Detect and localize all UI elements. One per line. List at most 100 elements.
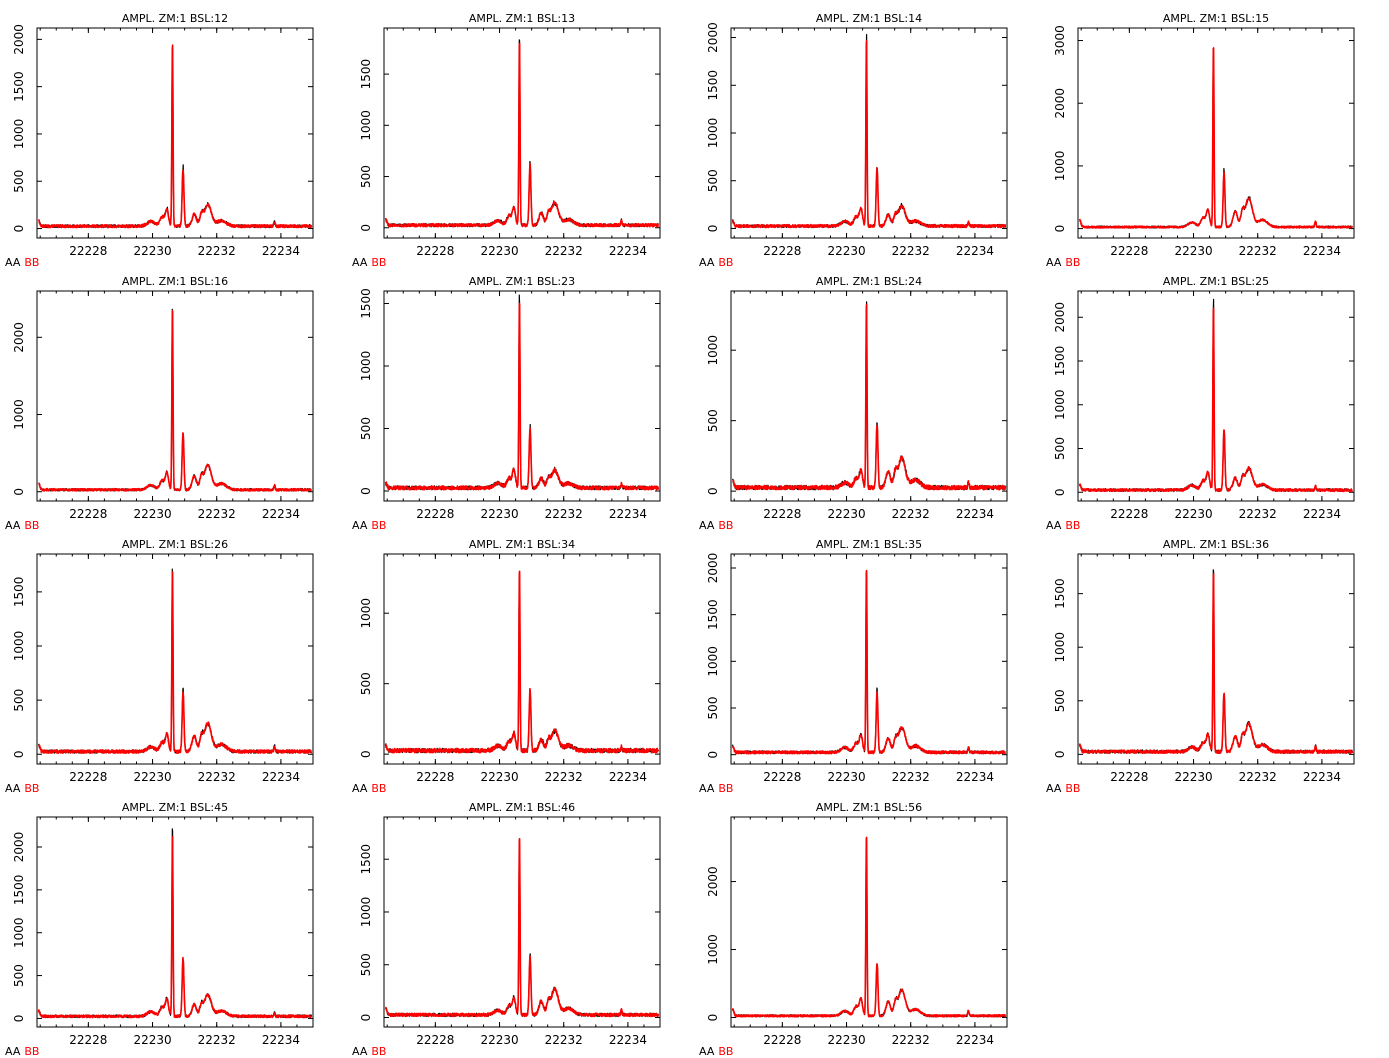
y-tick-label: 2000 xyxy=(12,832,26,863)
legend-item-aa: AA xyxy=(352,519,368,532)
legend-item-bb: BB xyxy=(371,1045,386,1058)
y-tick-label: 1500 xyxy=(12,577,26,608)
y-tick-label: 0 xyxy=(12,1015,26,1023)
plot-frame xyxy=(730,553,1008,765)
series-line-aa xyxy=(732,33,1006,229)
series-line-aa xyxy=(732,301,1006,491)
x-tick-label: 22232 xyxy=(198,507,236,521)
legend: AA BB xyxy=(5,1045,39,1058)
spectrum-panel: AMPL. ZM:1 BSL:16 22228 22230 22232 22234 0 10… xyxy=(0,263,347,532)
x-tick-label: 22230 xyxy=(480,770,518,784)
y-tick-label: 0 xyxy=(359,224,373,232)
x-tick-label: 22232 xyxy=(892,244,930,258)
y-tick-label: 0 xyxy=(1053,225,1067,233)
x-tick-label: 22234 xyxy=(1303,770,1341,784)
x-tick-label: 22232 xyxy=(892,770,930,784)
spectrum-panel: AMPL. ZM:1 BSL:26 22228 22230 22232 22234 0 50… xyxy=(0,526,347,795)
chart-title: AMPL. ZM:1 BSL:25 xyxy=(1163,275,1269,288)
legend-item-aa: AA xyxy=(699,256,715,269)
x-tick-label: 22234 xyxy=(609,770,647,784)
plot-frame xyxy=(383,553,661,765)
legend-item-aa: AA xyxy=(699,782,715,795)
plot-frame xyxy=(1077,27,1355,239)
x-tick-label: 22228 xyxy=(763,1033,801,1047)
series-line-aa xyxy=(385,844,659,1018)
chart-title: AMPL. ZM:1 BSL:12 xyxy=(122,12,228,25)
y-tick-label: 0 xyxy=(359,1014,373,1022)
series-line-aa xyxy=(1079,50,1353,229)
y-tick-label: 1500 xyxy=(1053,578,1067,609)
spectrum-panel: AMPL. ZM:1 BSL:46 22228 22230 22232 22234 0 50… xyxy=(347,789,694,1058)
chart-title: AMPL. ZM:1 BSL:56 xyxy=(816,801,922,814)
x-tick-label: 22232 xyxy=(545,770,583,784)
legend-item-aa: AA xyxy=(699,519,715,532)
y-tick-label: 0 xyxy=(706,1014,720,1022)
y-tick-label: 0 xyxy=(12,225,26,233)
spectrum-chart: AMPL. ZM:1 BSL:26 22228 22230 22232 22234 0 50… xyxy=(5,538,314,795)
y-tick-label: 500 xyxy=(359,165,373,188)
x-tick-label: 22234 xyxy=(262,244,300,258)
legend-item-aa: AA xyxy=(352,1045,368,1058)
legend-item-aa: AA xyxy=(352,256,368,269)
spectrum-panel: AMPL. ZM:1 BSL:23 22228 22230 22232 22234 0 50… xyxy=(347,263,694,532)
plot-frame xyxy=(36,553,314,765)
y-tick-label: 2000 xyxy=(706,866,720,897)
spectrum-panel: AMPL. ZM:1 BSL:24 22228 22230 22232 22234 0 50… xyxy=(694,263,1041,532)
x-tick-label: 22228 xyxy=(416,770,454,784)
y-tick-label: 500 xyxy=(706,697,720,720)
legend-item-bb: BB xyxy=(24,256,39,269)
chart-title: AMPL. ZM:1 BSL:15 xyxy=(1163,12,1269,25)
y-tick-label: 1000 xyxy=(359,351,373,382)
y-tick-label: 1000 xyxy=(359,598,373,629)
series-line-bb xyxy=(37,571,313,754)
x-tick-label: 22232 xyxy=(545,244,583,258)
spectrum-chart: AMPL. ZM:1 BSL:34 22228 22230 22232 22234 0 50… xyxy=(352,538,661,795)
spectrum-chart: AMPL. ZM:1 BSL:23 22228 22230 22232 22234 0 50… xyxy=(352,275,661,532)
x-tick-label: 22234 xyxy=(262,770,300,784)
series-line-aa xyxy=(385,294,659,491)
x-tick-label: 22232 xyxy=(545,507,583,521)
spectrum-chart: AMPL. ZM:1 BSL:35 22228 22230 22232 22234 0 50… xyxy=(699,538,1008,795)
chart-title: AMPL. ZM:1 BSL:35 xyxy=(816,538,922,551)
x-tick-label: 22230 xyxy=(133,770,171,784)
spectrum-panel: AMPL. ZM:1 BSL:56 22228 22230 22232 22234 0 10… xyxy=(694,789,1041,1058)
x-tick-label: 22232 xyxy=(1239,770,1277,784)
x-tick-label: 22232 xyxy=(1239,507,1277,521)
x-tick-label: 22234 xyxy=(956,507,994,521)
spectrum-chart: AMPL. ZM:1 BSL:14 22228 22230 22232 22234 0 50… xyxy=(699,12,1008,269)
series-line-bb xyxy=(732,303,1007,491)
spectrum-chart: AMPL. ZM:1 BSL:56 22228 22230 22232 22234 0 10… xyxy=(699,801,1008,1058)
y-tick-label: 0 xyxy=(359,750,373,758)
spectrum-panel: AMPL. ZM:1 BSL:34 22228 22230 22232 22234 0 50… xyxy=(347,526,694,795)
legend: AA BB xyxy=(352,256,386,269)
series-line-bb xyxy=(384,570,660,754)
chart-title: AMPL. ZM:1 BSL:36 xyxy=(1163,538,1269,551)
x-tick-label: 22230 xyxy=(1174,770,1212,784)
x-tick-label: 22234 xyxy=(956,1033,994,1047)
spectrum-panel: AMPL. ZM:1 BSL:13 22228 22230 22232 22234 0 50… xyxy=(347,0,694,269)
x-tick-label: 22234 xyxy=(956,770,994,784)
spectrum-chart: AMPL. ZM:1 BSL:45 22228 22230 22232 22234 0 50… xyxy=(5,801,314,1058)
y-tick-label: 1500 xyxy=(359,59,373,90)
series-line-bb xyxy=(731,836,1007,1018)
plot-frame xyxy=(1077,290,1355,502)
x-tick-label: 22230 xyxy=(133,507,171,521)
x-tick-label: 22232 xyxy=(892,1033,930,1047)
x-tick-label: 22228 xyxy=(416,507,454,521)
y-tick-label: 2000 xyxy=(12,24,26,55)
legend-item-bb: BB xyxy=(371,256,386,269)
spectrum-panel: AMPL. ZM:1 BSL:15 22228 22230 22232 22234 0 10… xyxy=(1041,0,1388,269)
plot-frame xyxy=(383,290,661,502)
series-line-bb xyxy=(384,837,660,1018)
series-line-aa xyxy=(732,838,1006,1018)
legend-item-bb: BB xyxy=(1065,519,1080,532)
legend: AA BB xyxy=(1046,782,1080,795)
series-line-bb xyxy=(1078,573,1354,755)
y-tick-label: 2000 xyxy=(706,553,720,584)
legend: AA BB xyxy=(699,782,733,795)
x-tick-label: 22232 xyxy=(545,1033,583,1047)
y-tick-label: 1500 xyxy=(12,71,26,102)
x-tick-label: 22230 xyxy=(827,244,865,258)
spectrum-chart: AMPL. ZM:1 BSL:46 22228 22230 22232 22234 0 50… xyxy=(352,801,661,1058)
